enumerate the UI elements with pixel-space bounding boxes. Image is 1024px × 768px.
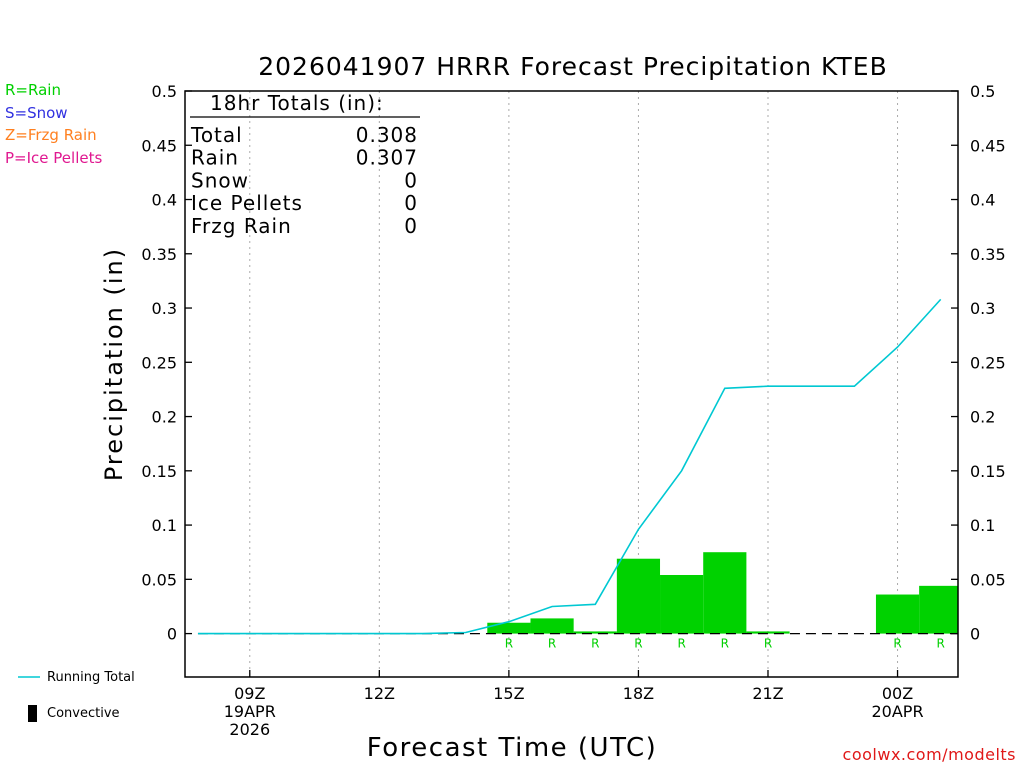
bar-hour-18 — [616, 558, 661, 634]
ptype-marker-hour-19: R — [677, 637, 685, 651]
ytick-label-right: 0.3 — [970, 299, 995, 318]
totals-label: Frzg Rain — [191, 214, 292, 238]
x-axis-title: Forecast Time (UTC) — [366, 733, 658, 763]
legend-running-total: Running Total — [47, 670, 135, 685]
ytick-label-right: 0.15 — [970, 462, 1006, 481]
legend-ice-pellets: P=Ice Pellets — [5, 149, 103, 167]
ptype-marker-hour-20: R — [721, 637, 729, 651]
ytick-label-right: 0.2 — [970, 408, 995, 427]
ytick-label-left: 0.45 — [141, 136, 177, 155]
xtick-label: 19APR — [224, 702, 276, 721]
plot-frame — [184, 90, 959, 678]
running-total-line — [198, 298, 942, 635]
series-legend-glyphs — [18, 676, 40, 722]
xtick-label: 2026 — [229, 720, 270, 739]
y-axis-left: 0 0.05 0.1 0.15 0.2 0.25 0.3 0.35 0.4 0.45 0.5 — [141, 82, 192, 644]
ytick-label-left: 0.15 — [141, 462, 177, 481]
credit-text: coolwx.com/modelts — [842, 745, 1016, 764]
xtick-label: 12Z — [364, 684, 395, 703]
bar-hour-16 — [530, 618, 574, 634]
ytick-label-left: 0.1 — [152, 516, 177, 535]
totals-value: 0 — [404, 191, 418, 215]
ytick-label-right: 0.35 — [970, 245, 1006, 264]
ytick-label-right: 0.05 — [970, 570, 1006, 589]
ytick-label-left: 0.3 — [152, 299, 177, 318]
ptype-marker-hour-17: R — [591, 637, 599, 651]
xtick-label: 15Z — [493, 684, 524, 703]
ytick-label-left: 0.25 — [141, 353, 177, 372]
totals-box: 18hr Totals (in): Total 0.308 Rain 0.307 Snow… — [190, 91, 420, 238]
legend-convective: Convective — [47, 706, 120, 721]
ptype-marker-hour-15: R — [505, 637, 513, 651]
ytick-label-left: 0.05 — [141, 570, 177, 589]
totals-value: 0.308 — [356, 123, 418, 147]
xtick-label: 09Z — [234, 684, 265, 703]
legend-rain: R=Rain — [5, 81, 61, 99]
ptype-marker-hour-25: R — [937, 637, 945, 651]
ytick-label-left: 0.5 — [152, 82, 177, 101]
legend-snow: S=Snow — [5, 104, 68, 122]
bar-hour-17 — [573, 631, 617, 634]
totals-label: Snow — [191, 168, 249, 192]
xtick-label: 00Z — [882, 684, 913, 703]
bar-hour-15 — [487, 622, 531, 634]
ptype-marker-hour-16: R — [548, 637, 556, 651]
xtick-label: 21Z — [752, 684, 783, 703]
chart-title: 2026041907 HRRR Forecast Precipitation K… — [258, 52, 888, 81]
ytick-label-right: 0.4 — [970, 191, 995, 210]
ytick-label-left: 0.4 — [152, 191, 177, 210]
totals-value: 0.307 — [356, 146, 418, 170]
convective-swatch — [28, 705, 37, 722]
ptype-marker-hour-24: R — [893, 637, 901, 651]
xtick-label: 18Z — [623, 684, 654, 703]
ytick-label-right: 0.5 — [970, 82, 995, 101]
totals-value: 0 — [404, 214, 418, 238]
totals-label: Total — [190, 123, 243, 147]
ytick-label-right: 0 — [970, 625, 980, 644]
legend-frzg-rain: Z=Frzg Rain — [5, 126, 97, 144]
ytick-label-left: 0 — [167, 625, 177, 644]
y-axis-title: Precipitation (in) — [100, 246, 128, 482]
bar-hour-21 — [746, 631, 790, 634]
ytick-label-right: 0.45 — [970, 136, 1006, 155]
bar-hour-20 — [703, 552, 747, 634]
ptype-marker-hour-21: R — [764, 637, 772, 651]
ytick-label-right: 0.25 — [970, 353, 1006, 372]
totals-label: Ice Pellets — [191, 191, 303, 215]
grid-lines — [249, 91, 899, 677]
bar-hour-24 — [875, 594, 920, 634]
bar-hour-19 — [660, 574, 704, 634]
totals-heading: 18hr Totals (in): — [210, 91, 384, 115]
ytick-label-left: 0.2 — [152, 408, 177, 427]
xtick-label: 20APR — [872, 702, 924, 721]
ytick-label-left: 0.35 — [141, 245, 177, 264]
precip-bars — [487, 552, 958, 634]
bar-hour-25 — [919, 585, 958, 634]
totals-value: 0 — [404, 168, 418, 192]
y-axis-right: 0 0.05 0.1 0.15 0.2 0.25 0.3 0.35 0.4 0.45 0.5 — [951, 82, 1006, 644]
ytick-label-right: 0.1 — [970, 516, 995, 535]
totals-label: Rain — [191, 146, 239, 170]
ptype-marker-hour-18: R — [634, 637, 642, 651]
